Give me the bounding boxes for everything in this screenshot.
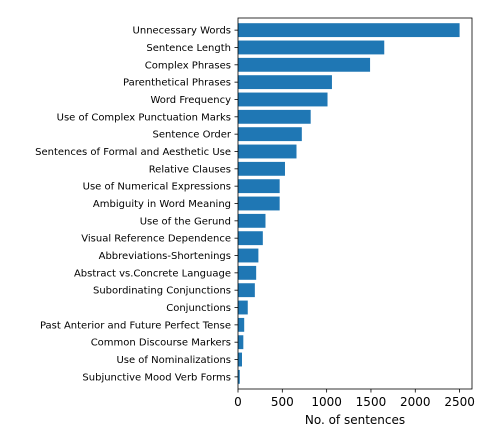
x-axis-ticks: 0 500 1000 1500 2000 2500 [234, 389, 475, 409]
plot-frame [237, 17, 473, 390]
bar [238, 75, 332, 90]
x-tick-label: 1000 [311, 395, 342, 409]
x-tick-label: 2000 [400, 395, 431, 409]
category-label: Parenthetical Phrases [123, 78, 231, 89]
category-label: Abstract vs.Concrete Language [74, 268, 231, 279]
category-label: Complex Phrases [145, 60, 231, 71]
x-tick-label: 2500 [444, 395, 475, 409]
x-axis-title: No. of sentences [305, 413, 405, 427]
category-label: Past Anterior and Future Perfect Tense [40, 320, 231, 331]
bars-group [238, 23, 460, 384]
bar [238, 369, 240, 384]
category-label: Ambiguity in Word Meaning [93, 199, 231, 210]
category-label: Visual Reference Dependence [81, 234, 231, 245]
bar [238, 283, 255, 298]
bar [238, 196, 280, 211]
category-label: Use of Complex Punctuation Marks [57, 112, 231, 123]
bar [238, 40, 385, 55]
category-label: Sentences of Formal and Aesthetic Use [35, 147, 231, 158]
bar [238, 92, 328, 107]
x-tick-label: 1500 [356, 395, 387, 409]
bar [238, 352, 242, 367]
bar [238, 109, 311, 124]
category-label: Abbreviations-Shortenings [99, 251, 231, 262]
bar [238, 23, 460, 38]
bar [238, 335, 244, 350]
category-label: Common Discourse Markers [91, 338, 231, 349]
category-label: Sentence Length [146, 43, 231, 54]
category-label: Sentence Order [153, 130, 232, 141]
bar [238, 265, 257, 280]
bar [238, 300, 248, 315]
category-label: Relative Clauses [149, 164, 231, 175]
category-label: Use of Numerical Expressions [83, 182, 231, 193]
bar [238, 213, 266, 228]
category-label: Use of the Gerund [140, 216, 231, 227]
bar [238, 161, 285, 176]
x-tick-label: 500 [271, 395, 294, 409]
category-label: Unnecessary Words [133, 26, 231, 37]
x-tick-label: 0 [234, 395, 242, 409]
bar [238, 317, 245, 332]
bar [238, 231, 263, 246]
bar [238, 144, 297, 159]
category-label: Use of Nominalizations [116, 355, 231, 366]
category-labels: Unnecessary Words Sentence Length Complex … [35, 26, 238, 383]
category-label: Word Frequency [150, 95, 231, 106]
bar [238, 248, 259, 263]
bar [238, 57, 371, 72]
category-label: Subordinating Conjunctions [93, 286, 231, 297]
bar [238, 127, 302, 142]
category-label: Subjunctive Mood Verb Forms [82, 372, 231, 383]
bar [238, 179, 280, 194]
category-label: Conjunctions [166, 303, 231, 314]
